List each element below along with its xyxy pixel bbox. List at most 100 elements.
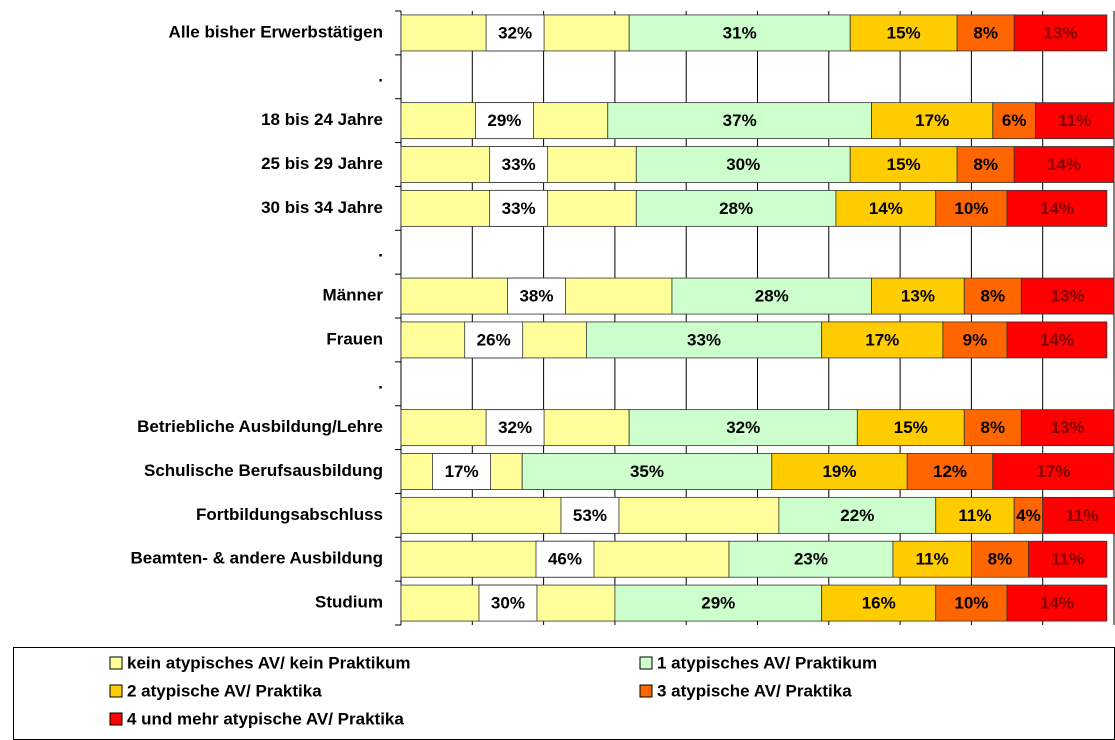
category-label: 18 bis 24 Jahre	[261, 110, 383, 129]
value-label: 6%	[1002, 111, 1027, 130]
value-label: 31%	[723, 23, 757, 42]
label-box	[485, 14, 545, 52]
value-label: 11%	[1058, 111, 1091, 130]
value-label: 14%	[1040, 594, 1074, 613]
legend-swatch	[109, 656, 123, 670]
bar-segment	[963, 277, 1022, 315]
legend-box	[13, 647, 1115, 740]
label-box	[432, 453, 492, 490]
value-label: 37%	[723, 111, 757, 130]
bar-segment	[635, 189, 837, 227]
value-label: 19%	[822, 462, 856, 481]
value-label: 13%	[1044, 23, 1078, 42]
category-label: Männer	[323, 286, 384, 305]
value-label: 12%	[933, 462, 967, 481]
value-label: 28%	[755, 287, 789, 306]
value-label: 10%	[954, 594, 988, 613]
bar-segment	[1035, 102, 1115, 140]
value-label: 14%	[869, 199, 903, 218]
legend-swatch	[109, 712, 123, 726]
legend-label: kein atypisches AV/ kein Praktikum	[127, 653, 410, 672]
value-label: 10%	[954, 199, 988, 218]
bar-segment	[671, 277, 872, 315]
bar-segment	[1020, 409, 1115, 447]
legend-label: 4 und mehr atypische AV/ Praktika	[127, 709, 404, 728]
value-label: 23%	[794, 550, 828, 569]
bar-segment	[1006, 584, 1108, 622]
bar-segment	[906, 453, 994, 490]
bar-segment	[963, 409, 1022, 447]
category-label: 25 bis 29 Jahre	[261, 154, 383, 173]
bar-segment	[835, 189, 937, 227]
bar-segment	[892, 540, 972, 578]
value-label: 32%	[498, 418, 532, 437]
label-box	[535, 540, 595, 578]
value-label: 33%	[502, 199, 536, 218]
bar-segment	[935, 496, 1015, 534]
value-label: 28%	[719, 199, 753, 218]
category-label: Schulische Berufsausbildung	[144, 461, 383, 480]
bar-segment	[614, 584, 823, 622]
bar-segment	[871, 102, 994, 140]
category-label: Betriebliche Ausbildung/Lehre	[137, 417, 383, 436]
legend-label: 3 atypische AV/ Praktika	[657, 681, 852, 700]
label-box	[560, 496, 620, 534]
value-label: 17%	[865, 330, 899, 349]
value-label: 8%	[988, 550, 1013, 569]
bar-segment	[956, 14, 1015, 52]
legend-swatch	[639, 684, 653, 698]
value-label: 35%	[630, 462, 664, 481]
label-box	[464, 321, 524, 359]
category-label: Beamten- & andere Ausbildung	[130, 549, 383, 568]
category-label: .	[378, 66, 383, 85]
bar-segment	[1020, 277, 1115, 315]
value-label: 17%	[1036, 462, 1070, 481]
bar-segment	[607, 102, 872, 140]
value-label: 30%	[726, 155, 760, 174]
label-box	[489, 146, 549, 183]
value-label: 13%	[1051, 418, 1085, 437]
value-label: 16%	[862, 594, 896, 613]
bar-segment	[935, 189, 1008, 227]
value-label: 32%	[726, 418, 760, 437]
value-label: 15%	[887, 23, 921, 42]
value-label: 32%	[498, 23, 532, 42]
value-label: 38%	[519, 287, 553, 306]
legend-swatch	[639, 656, 653, 670]
bar-segment	[821, 321, 944, 359]
label-box	[474, 102, 534, 140]
value-label: 17%	[915, 111, 949, 130]
value-label: 29%	[487, 111, 521, 130]
legend-label: 1 atypisches AV/ Praktikum	[657, 653, 877, 672]
bar-segment	[992, 102, 1036, 140]
value-label: 13%	[1051, 287, 1085, 306]
value-label: 4%	[1016, 506, 1041, 525]
value-label: 8%	[981, 418, 1006, 437]
label-box	[485, 409, 545, 447]
bar-segment	[871, 277, 965, 315]
value-label: 9%	[963, 330, 988, 349]
bar-segment	[1006, 189, 1108, 227]
bar-segment	[635, 146, 851, 183]
legend-label: 2 atypische AV/ Praktika	[127, 681, 322, 700]
value-label: 11%	[1051, 550, 1084, 569]
value-label: 46%	[548, 550, 582, 569]
value-label: 15%	[894, 418, 928, 437]
value-label: 29%	[701, 594, 735, 613]
category-label: .	[378, 373, 383, 392]
bar-segment	[1006, 321, 1108, 359]
value-label: 11%	[1065, 506, 1098, 525]
value-label: 14%	[1040, 199, 1074, 218]
bar-segment	[992, 453, 1115, 490]
bar-segment	[956, 146, 1015, 183]
value-label: 8%	[981, 287, 1006, 306]
bar-segment	[1013, 146, 1115, 183]
value-label: 8%	[973, 23, 998, 42]
legend-swatch	[109, 684, 123, 698]
value-label: 11%	[916, 550, 949, 569]
value-label: 14%	[1047, 155, 1081, 174]
value-label: 13%	[901, 287, 935, 306]
value-label: 17%	[445, 462, 479, 481]
value-label: 33%	[502, 155, 536, 174]
